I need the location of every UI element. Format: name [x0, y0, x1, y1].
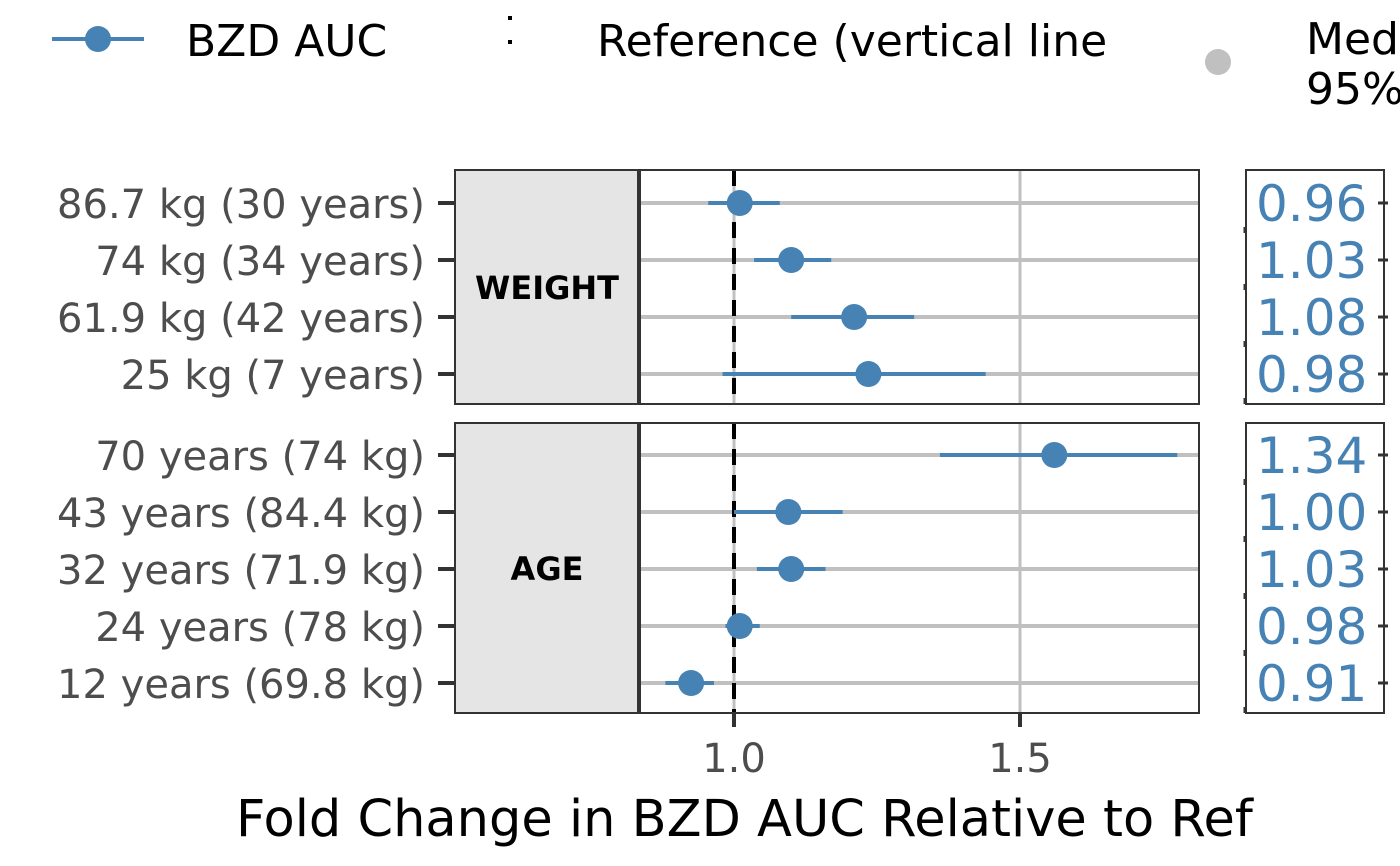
- table-panel-weight: 0.961.031.080.98: [1243, 169, 1388, 405]
- legend-label-reference: Reference (vertical line: [597, 16, 1107, 67]
- strip-label: WEIGHT: [475, 269, 619, 307]
- median-point: [1041, 442, 1068, 468]
- median-point: [726, 190, 753, 216]
- y-tick-label: 24 years (78 kg): [95, 605, 425, 651]
- y-tick-label: 86.7 kg (30 years): [57, 182, 425, 228]
- x-axis: 1.0 1.5: [702, 713, 1052, 782]
- median-point: [855, 361, 882, 387]
- legend-label-ci: 95%: [1306, 64, 1400, 115]
- table-value: 1.00: [1256, 484, 1367, 542]
- table-panel-age: 1.341.001.030.980.91: [1243, 422, 1388, 714]
- median-point: [678, 670, 705, 696]
- table-value: 0.96: [1256, 175, 1367, 233]
- legend-label-median: Med: [1306, 14, 1399, 65]
- y-tick-label: 43 years (84.4 kg): [57, 491, 425, 537]
- legend-label-bzd-auc: BZD AUC: [186, 16, 387, 67]
- table-value: 0.98: [1256, 346, 1367, 404]
- median-point: [841, 304, 868, 330]
- y-tick-label: 32 years (71.9 kg): [57, 548, 425, 594]
- panel-age: AGE 70 years (74 kg) 43 years (84.4 kg) 32 …: [57, 423, 1199, 713]
- panel-border: [454, 422, 1200, 714]
- median-point: [726, 613, 753, 639]
- legend-key-point: [85, 26, 111, 52]
- legend-key-gray-point: [1205, 49, 1231, 75]
- y-tick-label: 61.9 kg (42 years): [57, 296, 425, 342]
- table-value: 1.08: [1256, 289, 1367, 347]
- table-value: 1.03: [1256, 541, 1367, 599]
- x-tick-label: 1.0: [702, 736, 766, 782]
- x-tick-label: 1.5: [988, 736, 1052, 782]
- y-tick-label: 25 kg (7 years): [121, 353, 425, 399]
- table-value: 1.03: [1256, 232, 1367, 290]
- value-table: 0.961.031.080.981.341.001.030.980.91: [1243, 169, 1388, 714]
- panel-border: [454, 169, 1200, 405]
- table-value: 1.34: [1256, 427, 1367, 485]
- panel-weight: WEIGHT 86.7 kg (30 years) 74 kg (34 years)…: [57, 170, 1199, 404]
- median-point: [775, 499, 802, 525]
- median-point: [778, 556, 805, 582]
- strip-label: AGE: [511, 550, 584, 588]
- strip-background: [456, 170, 638, 404]
- strip-background: [456, 423, 638, 713]
- y-tick-label: 74 kg (34 years): [95, 239, 425, 285]
- table-value: 0.98: [1256, 598, 1367, 656]
- y-tick-label: 12 years (69.8 kg): [57, 662, 425, 708]
- x-axis-title: Fold Change in BZD AUC Relative to Ref: [236, 790, 1254, 849]
- y-tick-label: 70 years (74 kg): [95, 434, 425, 480]
- median-point: [778, 247, 805, 273]
- table-value: 0.91: [1256, 655, 1367, 713]
- forest-panels: WEIGHT 86.7 kg (30 years) 74 kg (34 years)…: [57, 169, 1200, 714]
